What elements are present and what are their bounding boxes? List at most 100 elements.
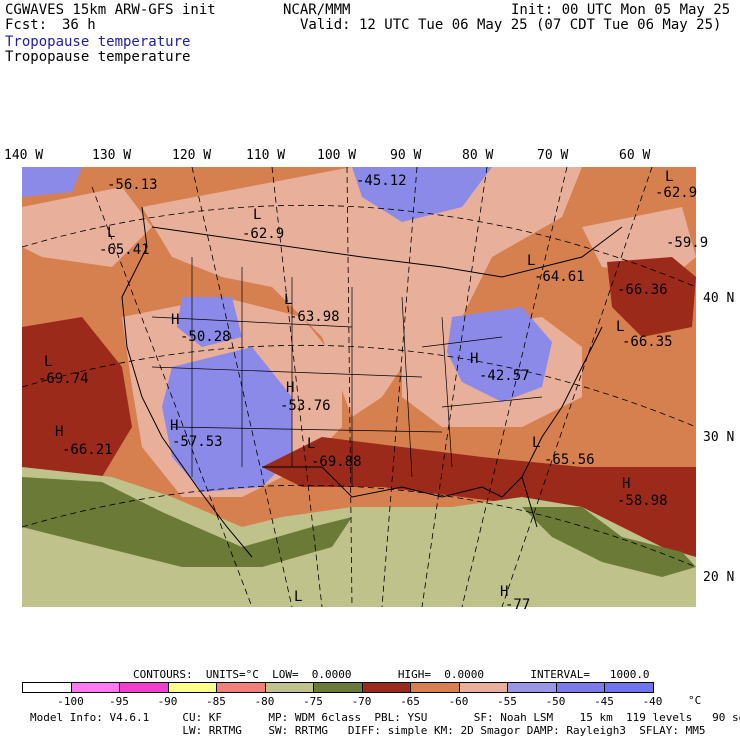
fcst-label: Fcst:: [5, 17, 48, 33]
colorbar-swatch: [264, 682, 314, 693]
extremum-marker: L: [44, 354, 53, 370]
lon-label: 70 W: [537, 148, 569, 163]
coastlines: [121, 206, 623, 558]
lon-label: 80 W: [462, 148, 494, 163]
lat-label: 40 N: [703, 291, 735, 306]
extremum-marker: H: [55, 424, 64, 440]
fcst-value: 36 h: [62, 17, 96, 33]
colorbar-tick-label: -45: [594, 695, 614, 708]
extremum-marker: H: [170, 418, 179, 434]
lat-label: 30 N: [703, 430, 735, 445]
lon-label: 100 W: [317, 148, 357, 163]
field-blue: [22, 167, 82, 197]
field-light: [22, 187, 152, 267]
field-blue: [162, 347, 292, 492]
colorbar-swatch: [216, 682, 266, 693]
contour-info: CONTOURS: UNITS=°C LOW= 0.0000 HIGH= 0.0…: [133, 668, 650, 681]
colorbar-tick-label: -85: [206, 695, 226, 708]
extremum-marker: H: [622, 476, 631, 492]
contour-value: -56.13: [107, 177, 158, 193]
org-label: NCAR/MMM: [283, 2, 351, 18]
colorbar-tick-label: -40: [642, 695, 663, 708]
colorbar-tick-label: -95: [109, 695, 129, 708]
extremum-marker: L: [284, 292, 293, 308]
field-olive: [522, 507, 696, 577]
colorbar-tick-label: -55: [497, 695, 517, 708]
extremum-marker: L: [527, 253, 536, 269]
contour-value: -66.21: [62, 442, 113, 458]
contour-value: -65.41: [99, 242, 150, 258]
contour-value: -57.53: [172, 434, 223, 450]
colorbar-tick-label: -90: [157, 695, 178, 708]
model-info-line2: LW: RRTMG SW: RRTMG DIFF: simple KM: 2D …: [30, 724, 706, 737]
contour-value: -69.74: [38, 371, 89, 387]
contour-value: -66.35: [622, 334, 673, 350]
extremum-marker: L: [665, 169, 674, 185]
contour-value: -66.36: [617, 282, 668, 298]
colorbar-tick-label: -65: [400, 695, 420, 708]
lon-label: 90 W: [390, 148, 422, 163]
contour-value: -62.9: [655, 185, 698, 201]
contour-value: -59.9: [666, 235, 709, 251]
valid-time: Valid: 12 UTC Tue 06 May 25 (07 CDT Tue …: [300, 17, 722, 33]
field-darkred: [22, 317, 132, 487]
contour-value: -64.61: [534, 269, 585, 285]
extremum-marker: H: [500, 584, 509, 600]
extremum-marker: L: [532, 435, 541, 451]
extremum-marker: L: [307, 436, 316, 452]
colorbar-swatch: [119, 682, 169, 693]
contour-value: -69.88: [311, 454, 362, 470]
field-blue: [447, 307, 552, 402]
contour-value: -77: [505, 597, 531, 613]
colorbar-tick-label: -80: [254, 695, 275, 708]
lon-label: 140 W: [4, 148, 44, 163]
colorbar-tick-label: -70: [351, 695, 372, 708]
extremum-marker: L: [294, 589, 303, 605]
contour-value: -58.98: [617, 493, 668, 509]
contour-value: -45.12: [356, 173, 407, 189]
field-light: [142, 167, 582, 417]
field-blue: [352, 167, 492, 222]
contour-value: -62.9: [242, 226, 285, 242]
contour-value: -50.28: [180, 329, 231, 345]
field-title-secondary: Tropopause temperature: [5, 49, 191, 65]
colorbar-swatch: [167, 682, 217, 693]
model-title: CGWAVES 15km ARW-GFS init: [5, 2, 216, 18]
state-borders: [151, 257, 543, 487]
extremum-marker: L: [107, 225, 116, 241]
field-khaki: [22, 467, 696, 607]
lon-label: 60 W: [619, 148, 651, 163]
colorbar-tick-label: -60: [448, 695, 469, 708]
colorbar-swatch: [458, 682, 508, 693]
colorbar-swatch: [555, 682, 605, 693]
colorbar-swatch: [361, 682, 411, 693]
extremum-marker: L: [253, 207, 262, 223]
colorbar-swatch: [410, 682, 460, 693]
contour-value: -63.98: [289, 309, 340, 325]
field-blue: [177, 297, 242, 347]
extremum-marker: H: [286, 380, 295, 396]
lon-label: 130 W: [92, 148, 132, 163]
colorbar-unit: °C: [688, 694, 702, 707]
field-darkred: [607, 257, 696, 337]
colorbar-swatch: [22, 682, 72, 693]
lat-label: 20 N: [703, 570, 735, 585]
colorbar-swatch: [604, 682, 654, 693]
contour-value: -42.57: [479, 368, 530, 384]
init-time: Init: 00 UTC Mon 05 May 25: [511, 2, 731, 18]
lon-label: 120 W: [172, 148, 212, 163]
lon-label: 110 W: [246, 148, 286, 163]
contour-value: -65.56: [544, 452, 595, 468]
colorbar-swatch: [70, 682, 120, 693]
contour-value: -53.76: [280, 398, 331, 414]
colorbar-tick-label: -50: [545, 695, 566, 708]
colorbar-swatch: [313, 682, 363, 693]
model-info-line1: Model Info: V4.6.1 CU: KF MP: WDM 6class…: [30, 711, 740, 724]
colorbar-tick-label: -100: [57, 695, 84, 708]
field-title-primary: Tropopause temperature: [5, 34, 191, 50]
colorbar-tick-label: -75: [303, 695, 323, 708]
colorbar-swatch: [507, 682, 557, 693]
field-olive: [22, 477, 352, 567]
extremum-marker: L: [616, 319, 625, 335]
extremum-marker: H: [171, 312, 180, 328]
